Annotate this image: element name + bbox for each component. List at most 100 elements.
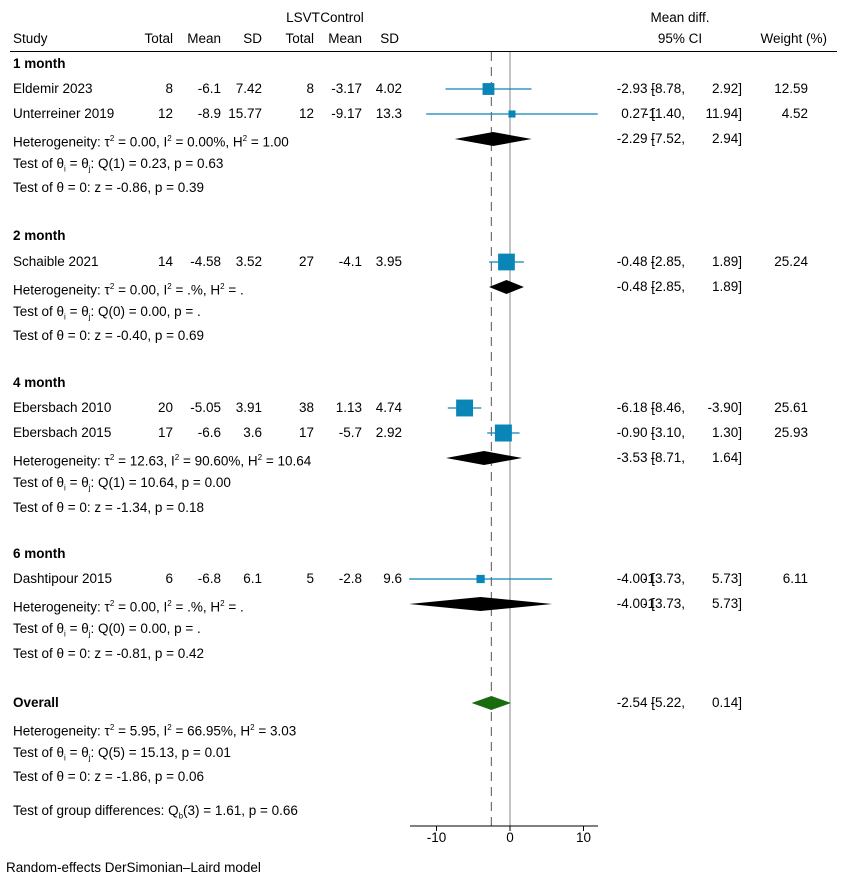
- study-ci-estimate: -2.93 [: [616, 81, 655, 96]
- control-sd: 2.92: [375, 425, 402, 440]
- subgroup-ci-upper: 1.64]: [711, 450, 742, 465]
- study-ci-upper: 5.73]: [711, 571, 742, 586]
- study-marker: [498, 253, 515, 271]
- control-total: 27: [298, 254, 314, 269]
- study-name: Schaible 2021: [13, 254, 99, 269]
- overall-ci-lower: -5.22,: [650, 695, 685, 710]
- subgroup-ci-estimate: -4.00 [: [616, 596, 655, 611]
- z-test: Test of θ = 0: z = -0.40, p = 0.69: [13, 328, 204, 343]
- study-weight: 25.24: [774, 254, 808, 269]
- control-mean: -2.8: [338, 571, 362, 586]
- subgroup-ci-upper: 2.94]: [711, 131, 742, 146]
- heterogeneity-stats: Heterogeneity: τ2 = 0.00, I2 = .%, H2 = …: [13, 282, 244, 298]
- study-weight: 12.59: [774, 81, 808, 96]
- x-tick-label: -10: [426, 830, 447, 845]
- heterogeneity-stats: Heterogeneity: τ2 = 0.00, I2 = .%, H2 = …: [13, 599, 244, 615]
- control-total: 12: [298, 106, 314, 121]
- lsvt-sd: 15.77: [228, 106, 262, 121]
- study-weight: 25.61: [774, 400, 808, 415]
- overall-q-test: Test of θi = θj: Q(5) = 15.13, p = 0.01: [13, 745, 231, 763]
- study-ci-estimate: -4.00 [: [616, 571, 655, 586]
- q-test: Test of θi = θj: Q(0) = 0.00, p = .: [13, 304, 201, 322]
- control-total: 8: [306, 81, 314, 96]
- study-name: Ebersbach 2015: [13, 425, 112, 440]
- header-group-control: Control: [320, 10, 364, 25]
- subgroup-ci-lower: -8.71,: [650, 450, 685, 465]
- study-marker: [508, 110, 516, 118]
- subgroup-diamond: [489, 280, 524, 294]
- study-name: Dashtipour 2015: [13, 571, 113, 586]
- study-marker: [456, 399, 474, 417]
- study-ci-lower: -13.73,: [642, 571, 685, 586]
- study-ci-upper: 11.94]: [705, 106, 742, 121]
- header-lsvt-mean: Mean: [187, 31, 221, 46]
- lsvt-mean: -6.6: [197, 425, 221, 440]
- study-weight: 4.52: [781, 106, 808, 121]
- header-rule: [10, 51, 837, 52]
- lsvt-mean: -6.1: [197, 81, 221, 96]
- lsvt-mean: -6.8: [197, 571, 221, 586]
- header-weight: Weight (%): [760, 31, 827, 46]
- control-mean: -3.17: [331, 81, 362, 96]
- study-weight: 6.11: [782, 571, 808, 586]
- overall-diamond: [471, 696, 512, 710]
- control-sd: 4.02: [375, 81, 402, 96]
- study-marker: [482, 83, 495, 95]
- subgroup-label: 2 month: [13, 228, 66, 243]
- lsvt-sd: 3.52: [235, 254, 262, 269]
- subgroup-ci-upper: 1.89]: [711, 279, 742, 294]
- study-ci-upper: -3.90]: [707, 400, 742, 415]
- control-sd: 4.74: [375, 400, 402, 415]
- study-ci-upper: 2.92]: [711, 81, 742, 96]
- study-ci-estimate: -0.90 [: [616, 425, 655, 440]
- z-test: Test of θ = 0: z = -0.81, p = 0.42: [13, 646, 204, 661]
- control-mean: 1.13: [335, 400, 362, 415]
- study-ci-lower: -8.78,: [650, 81, 685, 96]
- subgroup-ci-lower: -2.85,: [650, 279, 685, 294]
- lsvt-sd: 3.91: [235, 400, 262, 415]
- z-test: Test of θ = 0: z = -0.86, p = 0.39: [13, 180, 204, 195]
- study-ci-estimate: -0.48 [: [616, 254, 655, 269]
- header-study: Study: [13, 31, 48, 46]
- study-name: Unterreiner 2019: [13, 106, 115, 121]
- q-test: Test of θi = θj: Q(1) = 0.23, p = 0.63: [13, 156, 224, 174]
- study-marker: [494, 424, 512, 442]
- lsvt-mean: -4.58: [190, 254, 221, 269]
- study-marker: [476, 574, 485, 584]
- subgroup-ci-lower: -7.52,: [650, 131, 685, 146]
- lsvt-total: 14: [157, 254, 173, 269]
- subgroup-ci-estimate: -2.29 [: [616, 131, 655, 146]
- header-control-mean: Mean: [328, 31, 362, 46]
- overall-ci-upper: 0.14]: [711, 695, 742, 710]
- header-lsvt-sd: SD: [243, 31, 262, 46]
- q-test: Test of θi = θj: Q(0) = 0.00, p = .: [13, 621, 201, 639]
- study-ci-estimate: -6.18 [: [616, 400, 655, 415]
- lsvt-mean: -5.05: [190, 400, 221, 415]
- overall-heterogeneity: Heterogeneity: τ2 = 5.95, I2 = 66.95%, H…: [13, 723, 297, 739]
- study-ci-upper: 1.89]: [711, 254, 742, 269]
- overall-ci-estimate: -2.54 [: [616, 695, 655, 710]
- study-ci-estimate: 0.27 [: [621, 106, 655, 121]
- x-tick-label: 0: [506, 830, 514, 845]
- heterogeneity-stats: Heterogeneity: τ2 = 12.63, I2 = 90.60%, …: [13, 453, 312, 469]
- control-total: 38: [298, 400, 314, 415]
- header-effect-label: Mean diff.: [650, 10, 710, 25]
- x-tick-label: 10: [575, 830, 592, 845]
- overall-z-test: Test of θ = 0: z = -1.86, p = 0.06: [13, 769, 204, 784]
- subgroup-ci-estimate: -3.53 [: [616, 450, 655, 465]
- subgroup-label: 6 month: [13, 546, 66, 561]
- subgroup-diamond: [454, 132, 532, 146]
- subgroup-label: 4 month: [13, 375, 66, 390]
- control-sd: 3.95: [375, 254, 402, 269]
- study-ci-lower: -11.40,: [643, 106, 685, 121]
- control-mean: -5.7: [338, 425, 362, 440]
- header-group-lsvt: LSVT: [286, 10, 320, 25]
- control-total: 5: [306, 571, 314, 586]
- overall-label: Overall: [13, 695, 59, 710]
- heterogeneity-stats: Heterogeneity: τ2 = 0.00, I2 = 0.00%, H2…: [13, 134, 289, 150]
- study-name: Ebersbach 2010: [13, 400, 112, 415]
- control-mean: -4.1: [338, 254, 362, 269]
- q-test: Test of θi = θj: Q(1) = 10.64, p = 0.00: [13, 475, 231, 493]
